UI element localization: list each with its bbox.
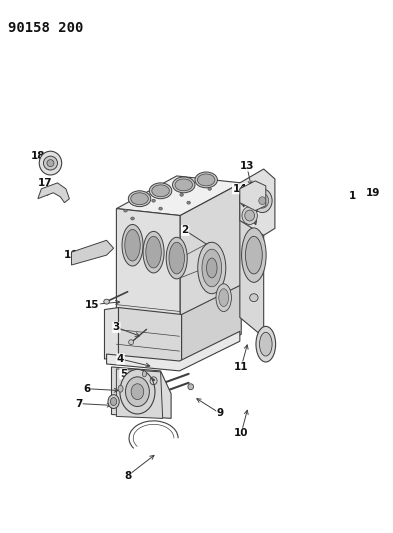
Ellipse shape	[131, 384, 144, 400]
Polygon shape	[240, 169, 275, 236]
Ellipse shape	[173, 177, 195, 193]
Polygon shape	[107, 332, 240, 371]
Polygon shape	[180, 183, 241, 334]
Ellipse shape	[242, 207, 257, 224]
Ellipse shape	[120, 369, 155, 414]
Polygon shape	[112, 367, 171, 418]
Text: 9: 9	[217, 408, 224, 418]
Ellipse shape	[149, 183, 172, 199]
Ellipse shape	[187, 201, 190, 204]
Ellipse shape	[146, 236, 161, 268]
Text: 17: 17	[38, 178, 52, 188]
Text: 16: 16	[64, 250, 79, 260]
Text: 8: 8	[124, 471, 131, 481]
Ellipse shape	[259, 332, 272, 356]
Ellipse shape	[206, 258, 217, 278]
Ellipse shape	[159, 207, 162, 210]
Ellipse shape	[152, 199, 155, 202]
Ellipse shape	[44, 156, 57, 170]
Ellipse shape	[175, 179, 193, 191]
Text: 11: 11	[234, 362, 248, 372]
Ellipse shape	[245, 210, 255, 221]
Text: 1: 1	[349, 191, 356, 201]
Text: 6: 6	[83, 384, 90, 394]
Text: 13: 13	[240, 161, 254, 171]
Text: 14: 14	[233, 184, 247, 194]
Ellipse shape	[195, 172, 217, 188]
Ellipse shape	[169, 243, 184, 274]
Ellipse shape	[124, 209, 127, 212]
Text: 15: 15	[85, 300, 100, 310]
Ellipse shape	[252, 189, 272, 213]
Text: 10: 10	[234, 428, 248, 438]
Ellipse shape	[246, 236, 262, 274]
Polygon shape	[240, 181, 266, 211]
Ellipse shape	[152, 185, 169, 197]
Ellipse shape	[208, 187, 211, 190]
Ellipse shape	[202, 249, 222, 287]
Ellipse shape	[143, 231, 164, 273]
Text: 12: 12	[244, 204, 259, 214]
Ellipse shape	[39, 151, 62, 175]
Ellipse shape	[118, 385, 123, 392]
Ellipse shape	[129, 340, 134, 345]
Ellipse shape	[188, 384, 193, 390]
Ellipse shape	[131, 217, 134, 220]
Ellipse shape	[242, 228, 266, 282]
Text: 5: 5	[120, 369, 127, 379]
Text: 90158 200: 90158 200	[8, 21, 84, 35]
Ellipse shape	[142, 371, 147, 377]
Polygon shape	[38, 183, 70, 203]
Polygon shape	[240, 183, 264, 337]
Ellipse shape	[198, 243, 226, 294]
Ellipse shape	[259, 197, 266, 205]
Polygon shape	[182, 285, 241, 364]
Polygon shape	[116, 369, 163, 418]
Ellipse shape	[180, 193, 184, 196]
Ellipse shape	[47, 159, 54, 166]
Ellipse shape	[250, 294, 258, 302]
Text: 7: 7	[75, 399, 82, 409]
Text: 4: 4	[117, 354, 124, 364]
Ellipse shape	[108, 394, 119, 408]
Ellipse shape	[166, 237, 187, 279]
Ellipse shape	[110, 398, 117, 406]
Polygon shape	[72, 240, 114, 265]
Ellipse shape	[122, 224, 143, 266]
Ellipse shape	[256, 326, 275, 362]
Text: 3: 3	[113, 322, 120, 333]
Ellipse shape	[219, 289, 229, 306]
Text: 19: 19	[366, 188, 380, 198]
Ellipse shape	[197, 174, 215, 186]
Ellipse shape	[129, 191, 151, 207]
Ellipse shape	[256, 193, 268, 208]
Ellipse shape	[125, 229, 140, 261]
Ellipse shape	[131, 193, 148, 205]
Polygon shape	[116, 176, 241, 215]
Polygon shape	[116, 208, 180, 334]
Ellipse shape	[104, 299, 109, 304]
Text: 2: 2	[182, 225, 189, 236]
Ellipse shape	[125, 377, 149, 407]
Text: 18: 18	[31, 151, 45, 161]
Polygon shape	[105, 308, 119, 359]
Ellipse shape	[216, 284, 231, 311]
Polygon shape	[119, 308, 182, 364]
